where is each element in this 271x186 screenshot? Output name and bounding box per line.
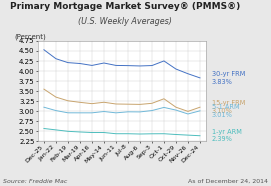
Text: 5-1 ARM
3.01%: 5-1 ARM 3.01%	[212, 104, 239, 118]
Text: As of December 24, 2014: As of December 24, 2014	[188, 179, 268, 184]
Text: (Percent): (Percent)	[14, 33, 46, 40]
Text: 30-yr FRM
3.83%: 30-yr FRM 3.83%	[212, 71, 245, 85]
Text: (U.S. Weekly Averages): (U.S. Weekly Averages)	[78, 17, 172, 26]
Text: Primary Mortgage Market Survey® (PMMS®): Primary Mortgage Market Survey® (PMMS®)	[9, 2, 240, 11]
Text: 1-yr ARM
2.39%: 1-yr ARM 2.39%	[212, 129, 241, 142]
Text: Source: Freddie Mac: Source: Freddie Mac	[3, 179, 67, 184]
Text: 15-yr FRM
3.10%: 15-yr FRM 3.10%	[212, 100, 245, 114]
